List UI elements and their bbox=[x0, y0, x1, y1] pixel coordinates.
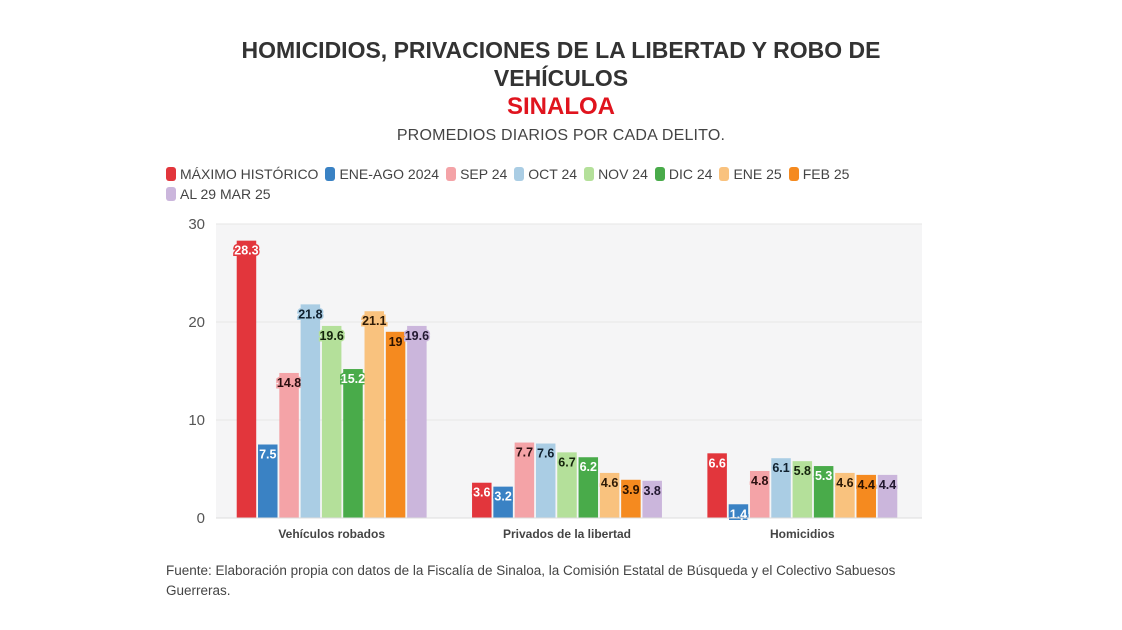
legend-item: OCT 24 bbox=[514, 166, 577, 182]
bar bbox=[258, 444, 278, 518]
legend-item: SEP 24 bbox=[446, 166, 507, 182]
data-label: 4.4 bbox=[858, 478, 875, 492]
bar bbox=[728, 504, 749, 518]
legend-item: MÁXIMO HISTÓRICO bbox=[166, 166, 318, 182]
legend-item: ENE-AGO 2024 bbox=[325, 166, 439, 182]
data-label: 3.9 bbox=[622, 483, 639, 497]
legend-swatch bbox=[584, 167, 595, 181]
legend-swatch bbox=[788, 167, 799, 181]
y-tick-label: 20 bbox=[188, 314, 205, 331]
legend-swatch bbox=[325, 167, 336, 181]
bar bbox=[321, 325, 342, 518]
bar bbox=[792, 461, 813, 518]
data-label: 6.2 bbox=[580, 460, 597, 474]
legend: MÁXIMO HISTÓRICO ENE-AGO 2024 SEP 24 OCT 24… bbox=[166, 164, 886, 204]
bar bbox=[835, 472, 855, 518]
bar bbox=[364, 311, 385, 518]
data-label: 5.3 bbox=[815, 469, 832, 483]
legend-row: AL 29 MAR 25 bbox=[166, 184, 886, 204]
bar bbox=[343, 369, 363, 518]
legend-label: FEB 25 bbox=[802, 166, 850, 182]
chart-subtitle: PROMEDIOS DIARIOS POR CADA DELITO. bbox=[396, 127, 726, 144]
legend-label: MÁXIMO HISTÓRICO bbox=[180, 166, 319, 182]
legend-swatch bbox=[166, 167, 176, 181]
bar bbox=[877, 474, 898, 518]
data-label: 19 bbox=[389, 335, 403, 349]
data-label: 15.2 bbox=[341, 372, 365, 386]
legend-item: NOV 24 bbox=[584, 166, 648, 182]
data-label: 28.3 bbox=[234, 244, 258, 258]
data-label: 6.7 bbox=[558, 455, 575, 469]
data-label: 3.6 bbox=[473, 486, 490, 500]
data-label: 5.8 bbox=[794, 464, 811, 478]
legend-swatch bbox=[514, 167, 525, 181]
data-label: 14.8 bbox=[277, 376, 301, 390]
legend-swatch bbox=[654, 167, 665, 181]
legend-item: FEB 25 bbox=[788, 166, 850, 182]
bar bbox=[279, 372, 299, 518]
bar bbox=[856, 474, 876, 518]
bar bbox=[578, 457, 599, 518]
x-tick-label: Privados de la libertad bbox=[503, 527, 631, 541]
data-label: 4.4 bbox=[879, 478, 896, 492]
data-label: 19.6 bbox=[319, 329, 343, 343]
y-tick-label: 10 bbox=[188, 412, 205, 429]
chart-title-line-1: HOMICIDIOS, PRIVACIONES DE LA LIBERTAD Y… bbox=[241, 37, 881, 63]
x-tick-label: Vehículos robados bbox=[278, 527, 385, 541]
legend-label: DIC 24 bbox=[668, 166, 713, 182]
bar bbox=[385, 331, 406, 518]
bar bbox=[771, 458, 791, 518]
region-title: SINALOA bbox=[507, 93, 615, 120]
bar bbox=[407, 325, 427, 518]
data-label: 4.8 bbox=[751, 474, 768, 488]
data-label: 6.1 bbox=[772, 461, 789, 475]
y-tick-label: 30 bbox=[188, 216, 205, 233]
bar bbox=[300, 304, 321, 518]
bar bbox=[642, 480, 662, 518]
bar bbox=[472, 482, 492, 518]
bar bbox=[813, 466, 834, 518]
bar bbox=[535, 443, 556, 518]
legend-item: ENE 25 bbox=[719, 166, 782, 182]
legend-label: NOV 24 bbox=[598, 166, 648, 182]
bar bbox=[236, 240, 257, 518]
y-tick-label: 0 bbox=[197, 510, 205, 527]
bar bbox=[557, 452, 577, 518]
bar bbox=[707, 453, 727, 518]
data-label: 7.6 bbox=[537, 447, 554, 461]
legend-item: DIC 24 bbox=[654, 166, 713, 182]
legend-row: MÁXIMO HISTÓRICO ENE-AGO 2024 SEP 24 OCT 24… bbox=[166, 164, 886, 184]
data-label: 6.6 bbox=[708, 456, 725, 470]
legend-label: AL 29 MAR 25 bbox=[180, 186, 271, 202]
bar bbox=[749, 470, 770, 518]
legend-swatch bbox=[446, 167, 457, 181]
legend-swatch bbox=[166, 187, 176, 201]
data-label: 21.1 bbox=[362, 314, 386, 328]
data-label: 19.6 bbox=[405, 329, 429, 343]
data-label: 3.8 bbox=[644, 484, 661, 498]
data-label: 21.8 bbox=[298, 307, 322, 321]
legend-label: ENE 25 bbox=[733, 166, 782, 182]
legend-item: AL 29 MAR 25 bbox=[166, 186, 271, 202]
data-label: 4.6 bbox=[601, 476, 618, 490]
legend-swatch bbox=[719, 167, 730, 181]
data-label: 1.4 bbox=[730, 507, 747, 521]
chart-title-line-2: VEHÍCULOS bbox=[493, 65, 629, 91]
data-label: 7.7 bbox=[516, 446, 533, 460]
data-label: 7.5 bbox=[259, 448, 276, 462]
bar bbox=[621, 479, 641, 518]
bar bbox=[599, 472, 620, 518]
x-tick-label: Homicidios bbox=[770, 527, 835, 541]
data-label: 3.2 bbox=[494, 490, 511, 504]
legend-label: OCT 24 bbox=[528, 166, 578, 182]
bar bbox=[493, 486, 513, 518]
source-note: Fuente: Elaboración propia con datos de … bbox=[166, 563, 896, 598]
data-label: 4.6 bbox=[836, 476, 853, 490]
bar bbox=[514, 442, 535, 518]
legend-label: SEP 24 bbox=[460, 166, 508, 182]
legend-label: ENE-AGO 2024 bbox=[339, 166, 440, 182]
